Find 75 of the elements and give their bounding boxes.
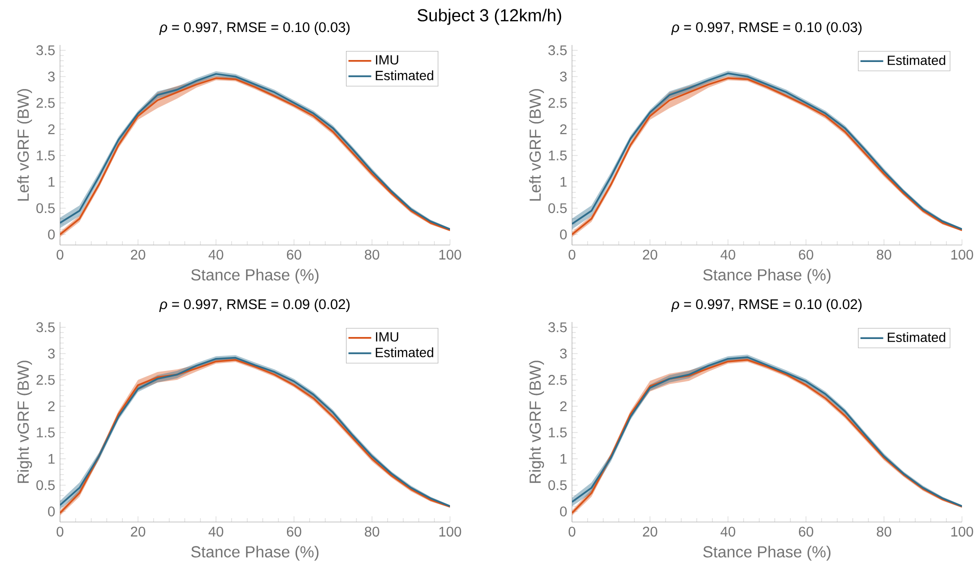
y-tick-label: 2 xyxy=(48,124,55,134)
x-tick-label: 60 xyxy=(798,250,814,260)
x-tick-label: 20 xyxy=(642,526,658,537)
x-tick-label: 0 xyxy=(568,526,576,537)
chart-title: ρ = 0.997, RMSE = 0.09 (0.02) xyxy=(159,298,350,312)
y-tick-label: 2.5 xyxy=(36,98,55,108)
x-tick-label: 100 xyxy=(439,250,462,260)
chart-title: ρ = 0.997, RMSE = 0.10 (0.02) xyxy=(671,298,862,312)
y-tick-label: 2.5 xyxy=(548,98,567,108)
x-tick-label: 0 xyxy=(56,526,64,537)
legend-label: IMU xyxy=(376,55,398,65)
legend-label: IMU xyxy=(376,332,398,342)
x-tick-label: 80 xyxy=(876,250,892,260)
y-tick-label: 3 xyxy=(560,348,567,359)
x-axis-title: Stance Phase (%) xyxy=(703,546,830,561)
y-tick-label: 3 xyxy=(560,72,567,82)
y-tick-label: 0.5 xyxy=(548,203,567,214)
x-tick-label: 40 xyxy=(720,526,736,537)
x-tick-label: 20 xyxy=(130,250,146,260)
y-axis-title: Left vGRF (BW) xyxy=(17,89,32,201)
x-tick-label: 20 xyxy=(642,250,658,260)
y-tick-label: 1 xyxy=(48,454,55,464)
y-tick-label: 3 xyxy=(48,348,55,359)
x-tick-label: 40 xyxy=(208,526,224,537)
y-tick-label: 1.5 xyxy=(548,150,567,160)
y-tick-label: 3 xyxy=(48,72,55,82)
x-tick-label: 20 xyxy=(130,526,146,537)
y-tick-label: 1 xyxy=(560,177,567,187)
y-tick-label: 0 xyxy=(48,506,55,516)
y-tick-label: 3.5 xyxy=(548,322,567,332)
y-tick-label: 0 xyxy=(560,230,567,240)
y-tick-label: 0.5 xyxy=(548,480,567,490)
y-tick-label: 2 xyxy=(560,401,567,412)
chart-title: ρ = 0.997, RMSE = 0.10 (0.03) xyxy=(159,22,350,35)
text: Subject 3 (12km/h) xyxy=(418,8,562,25)
x-axis-title: Stance Phase (%) xyxy=(191,268,318,284)
x-tick-label: 100 xyxy=(439,526,462,537)
legend-label: Estimated xyxy=(376,347,434,358)
y-axis-title: Right vGRF (BW) xyxy=(529,360,544,483)
x-tick-label: 60 xyxy=(286,250,302,260)
x-axis-title: Stance Phase (%) xyxy=(703,268,830,284)
x-tick-label: 60 xyxy=(798,526,814,537)
x-tick-label: 60 xyxy=(286,526,302,537)
y-tick-label: 3.5 xyxy=(36,322,55,332)
y-tick-label: 2.5 xyxy=(548,374,567,385)
y-tick-label: 0 xyxy=(560,506,567,516)
y-axis-title: Right vGRF (BW) xyxy=(17,360,32,483)
y-tick-label: 0.5 xyxy=(36,203,55,214)
chart-title: ρ = 0.997, RMSE = 0.10 (0.03) xyxy=(671,22,862,35)
x-tick-label: 80 xyxy=(364,250,380,260)
y-tick-label: 1.5 xyxy=(36,150,55,160)
x-tick-label: 0 xyxy=(568,250,576,260)
legend-label: Estimated xyxy=(888,332,946,342)
y-tick-label: 1 xyxy=(560,454,567,464)
y-axis-title: Left vGRF (BW) xyxy=(529,89,544,201)
legend-label: Estimated xyxy=(888,55,946,66)
x-tick-label: 80 xyxy=(876,526,892,537)
x-tick-label: 100 xyxy=(951,526,974,537)
x-axis-title: Stance Phase (%) xyxy=(191,546,318,561)
y-tick-label: 0.5 xyxy=(36,480,55,490)
y-tick-label: 0 xyxy=(48,230,55,240)
y-tick-label: 2 xyxy=(48,401,55,412)
y-tick-label: 2.5 xyxy=(36,374,55,385)
y-tick-label: 1.5 xyxy=(36,428,55,438)
x-tick-label: 40 xyxy=(208,250,224,260)
y-tick-label: 3.5 xyxy=(548,45,567,56)
x-tick-label: 100 xyxy=(951,250,974,260)
y-tick-label: 1 xyxy=(48,177,55,187)
y-tick-label: 1.5 xyxy=(548,428,567,438)
legend-label: Estimated xyxy=(376,70,434,80)
x-tick-label: 80 xyxy=(364,526,380,537)
y-tick-label: 2 xyxy=(560,124,567,134)
y-tick-label: 3.5 xyxy=(36,45,55,56)
x-tick-label: 40 xyxy=(720,250,736,260)
x-tick-label: 0 xyxy=(56,250,64,260)
